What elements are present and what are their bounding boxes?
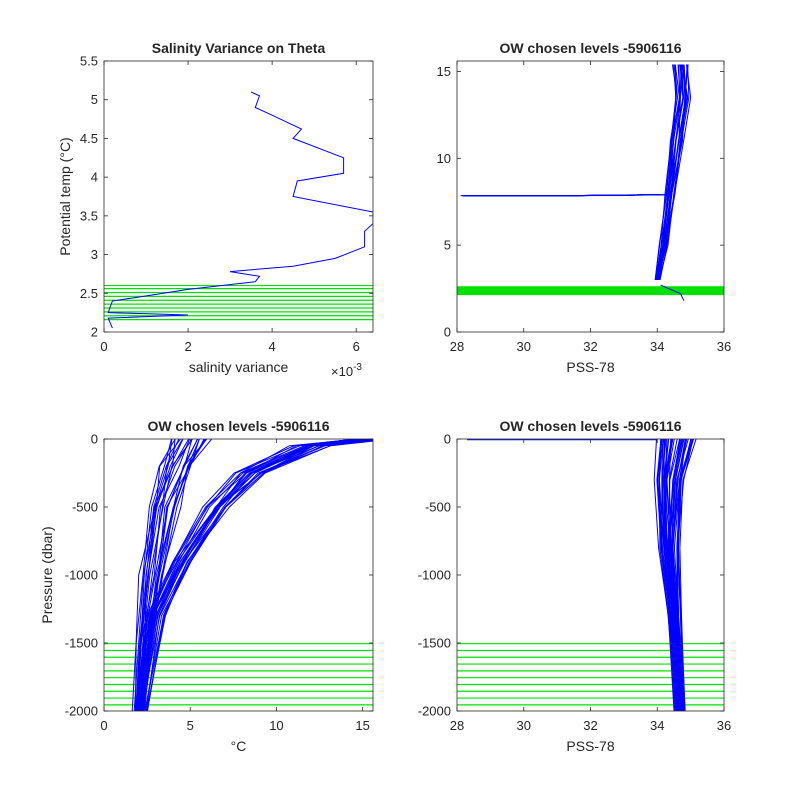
profile-line	[137, 439, 193, 711]
y-tick-label: -500	[425, 500, 451, 515]
profile-line	[660, 284, 685, 301]
profile-line	[654, 64, 678, 280]
profile-line	[136, 439, 359, 711]
profile-line	[659, 64, 692, 280]
y-tick-label: -2000	[65, 704, 98, 719]
profile-line	[655, 64, 677, 280]
x-tick-label: 30	[517, 718, 531, 733]
plot-content	[104, 439, 373, 711]
profile-line	[658, 439, 678, 711]
x-axis-label: PSS-78	[566, 738, 614, 754]
x-tick-label: 10	[269, 718, 283, 733]
x-axis-label: PSS-78	[566, 359, 614, 375]
subplot-2: 28 30 32 34 36 0 5 10 15 OW chosen levels -590611…	[437, 40, 732, 375]
x-tick-label: 2	[184, 339, 191, 354]
x-tick-label: 28	[450, 718, 464, 733]
y-tick-label: 0	[444, 432, 451, 447]
profile-line	[671, 439, 683, 711]
y-tick-label: 5	[91, 92, 98, 107]
profile-line	[668, 439, 681, 711]
axes-box	[103, 60, 374, 333]
x-tick-label: 0	[100, 339, 107, 354]
profile-line	[672, 439, 686, 711]
profile-line	[676, 439, 694, 711]
x-tick-label: 0	[100, 718, 107, 733]
subplot-4: 28 30 32 34 36 -2000 -1500 -1000 -500 0 OW chosen …	[418, 418, 731, 754]
subplot-title: OW chosen levels -5906116	[147, 418, 329, 434]
profile-line	[137, 439, 357, 711]
x-axis-label: salinity variance	[189, 359, 289, 375]
y-tick-label: 4.5	[80, 131, 98, 146]
profile-line	[673, 439, 687, 711]
profile-line	[667, 439, 681, 711]
x-tick-label: 15	[355, 718, 369, 733]
profile-line	[463, 194, 659, 197]
y-tick-label: -2000	[418, 704, 451, 719]
y-tick-label: 5	[444, 238, 451, 253]
x-tick-label: 36	[717, 339, 731, 354]
x-tick-label: 32	[583, 718, 597, 733]
x-axis-label: °C	[231, 738, 247, 754]
y-tick-label: 15	[437, 64, 451, 79]
y-tick-label: 10	[437, 151, 451, 166]
profile-line	[138, 439, 193, 711]
profile-line	[679, 439, 697, 711]
y-tick-label: -1500	[65, 636, 98, 651]
y-tick-label: 3	[91, 247, 98, 262]
x-tick-label: 34	[650, 718, 664, 733]
x-tick-label: 28	[450, 339, 464, 354]
profile-line	[655, 64, 684, 281]
y-tick-label: -500	[72, 500, 98, 515]
y-tick-label: 3.5	[80, 208, 98, 223]
x-tick-label: 36	[717, 718, 731, 733]
y-tick-label: 5.5	[80, 54, 98, 69]
profile-line	[137, 439, 356, 711]
x-tick-label: 30	[517, 339, 531, 354]
y-tick-label: 2	[91, 325, 98, 340]
y-tick-label: -1500	[418, 636, 451, 651]
x-tick-label: 6	[353, 339, 360, 354]
profile-line	[657, 64, 688, 280]
profile-line	[658, 64, 690, 281]
y-tick-label: -1000	[65, 568, 98, 583]
x-tick-label: 34	[650, 339, 664, 354]
profile-line	[653, 439, 675, 711]
y-tick-label: 4	[91, 170, 98, 185]
subplot-3: 0 5 10 15 -2000 -1500 -1000 -500 0 OW chosen leve…	[39, 418, 374, 754]
x-tick-label: 4	[269, 339, 276, 354]
y-axis-label: Potential temp (°C)	[57, 137, 73, 255]
y-tick-label: 2.5	[80, 286, 98, 301]
subplot-title: OW chosen levels -5906116	[499, 40, 681, 56]
profile-line	[140, 439, 371, 711]
plot-content	[457, 439, 724, 711]
subplot-title: OW chosen levels -5906116	[499, 418, 681, 434]
plot-area	[104, 61, 373, 332]
profile-line	[655, 64, 680, 280]
plot-content	[457, 64, 724, 301]
profile-line	[144, 440, 373, 711]
plot-content	[104, 91, 373, 329]
profile-line	[134, 439, 176, 711]
y-tick-label: 0	[91, 432, 98, 447]
x-tick-label: 32	[583, 339, 597, 354]
profile-line	[658, 439, 676, 711]
x-tick-label: 5	[187, 718, 194, 733]
y-tick-label: -1000	[418, 568, 451, 583]
profile-line	[107, 91, 373, 329]
profile-line	[135, 439, 180, 711]
profile-line	[142, 439, 369, 711]
subplot-title: Salinity Variance on Theta	[152, 40, 326, 56]
y-tick-label: 0	[444, 325, 451, 340]
profile-line	[658, 64, 688, 281]
y-axis-label: Pressure (dbar)	[39, 526, 55, 623]
x-axis-exponent: ×10-3	[331, 362, 362, 379]
x-axis-exponent-power: -3	[353, 362, 362, 373]
profile-line	[137, 439, 190, 711]
profile-line	[141, 439, 373, 711]
